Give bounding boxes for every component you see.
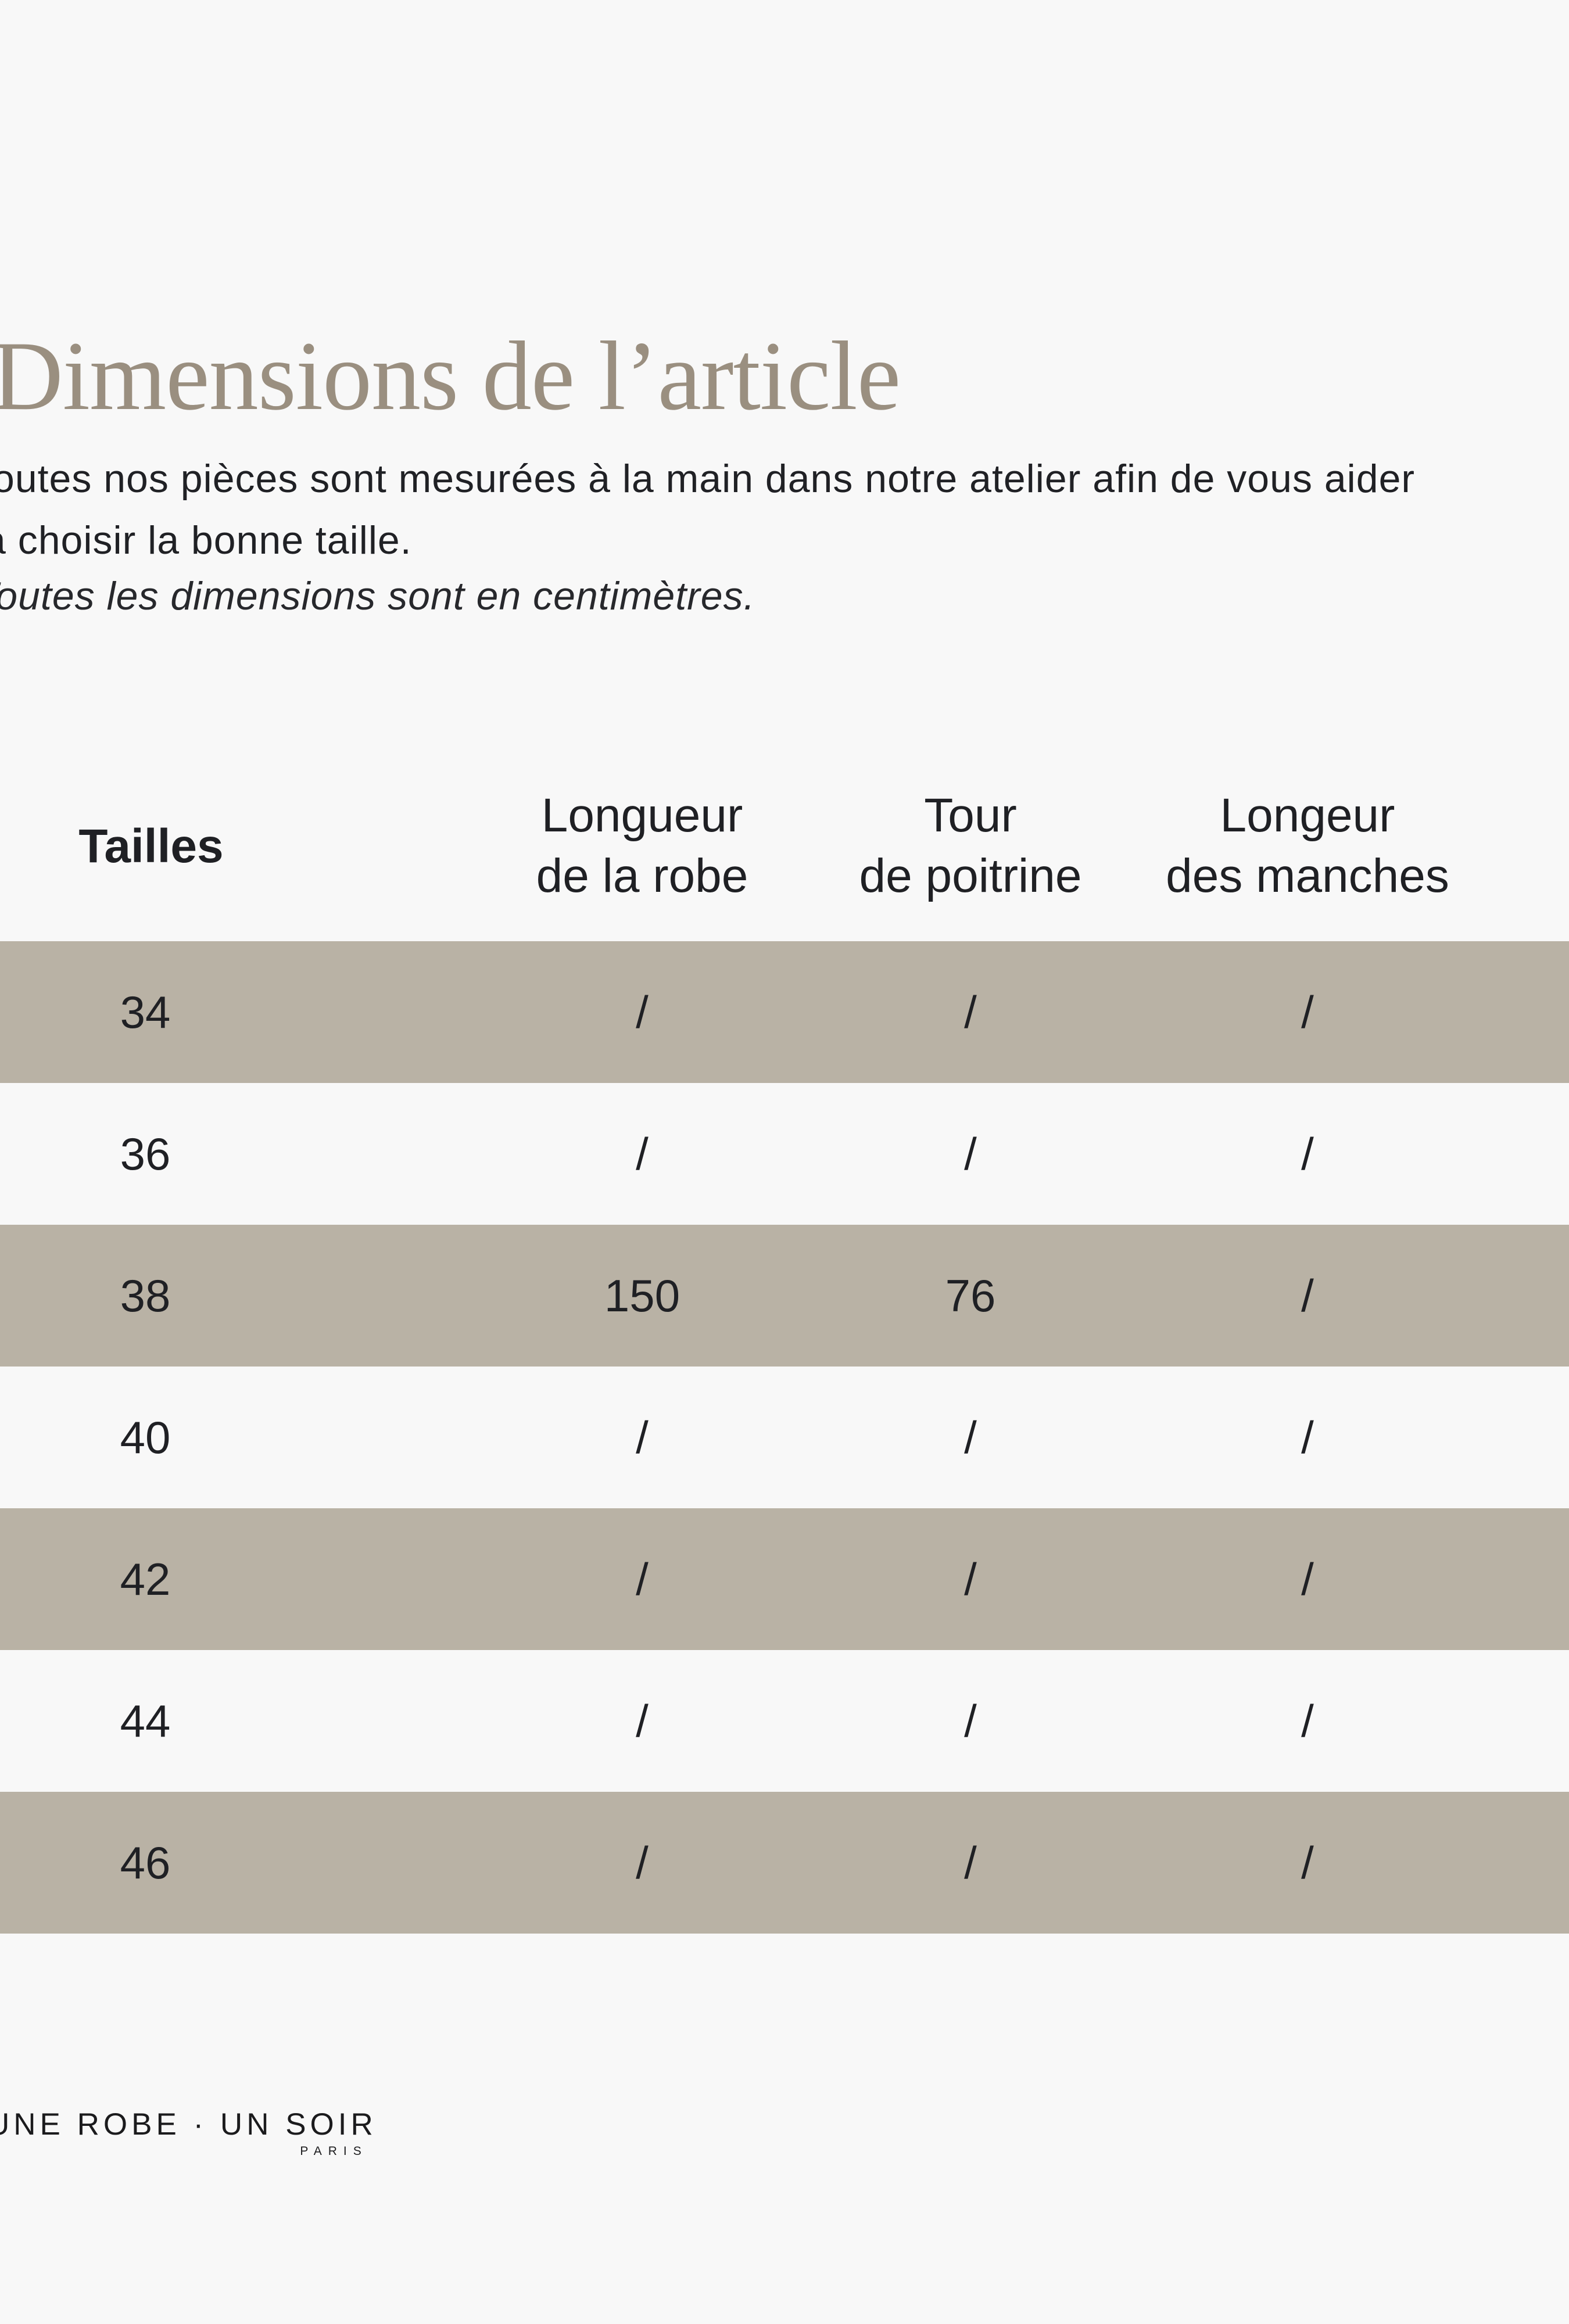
bust-value: /	[964, 1553, 977, 1605]
sleeve-length-value: /	[1301, 1553, 1314, 1605]
brand-logo-wordmark: UNE ROBE · UN SOIR	[0, 2107, 377, 2142]
column-header-bust: Tour de poitrine	[859, 786, 1082, 906]
intro-text-line-2: à choisir la bonne taille.	[0, 518, 412, 562]
table-row-38: 38 150 76 /	[0, 1225, 1569, 1367]
column-header-line: des manches	[1166, 849, 1449, 902]
size-label: 40	[120, 1411, 171, 1463]
dress-length-value: /	[636, 1837, 649, 1888]
sleeve-length-value: /	[1301, 1695, 1314, 1746]
dress-length-value: /	[636, 1553, 649, 1605]
size-label: 46	[120, 1837, 171, 1888]
sleeve-length-value: /	[1301, 1269, 1314, 1321]
table-row-42: 42 / / /	[0, 1508, 1569, 1650]
dress-length-value: /	[636, 1411, 649, 1463]
column-header-line: Longueur	[541, 789, 743, 842]
table-row-46: 46 / / /	[0, 1792, 1569, 1934]
dress-length-value: /	[636, 1695, 649, 1746]
column-header-line: de la robe	[536, 849, 748, 902]
bust-value: 76	[945, 1269, 996, 1321]
dress-length-value: /	[636, 986, 649, 1038]
sleeve-length-value: /	[1301, 1411, 1314, 1463]
size-label: 42	[120, 1553, 171, 1605]
table-row-40: 40 / / /	[0, 1367, 1569, 1508]
table-row-36: 36 / / /	[0, 1083, 1569, 1225]
intro-text-line-1: Toutes nos pièces sont mesurées à la mai…	[0, 457, 1416, 501]
brand-logo: UNE ROBE · UN SOIR PARIS	[0, 2109, 377, 2157]
bust-value: /	[964, 1837, 977, 1888]
size-label: 38	[120, 1269, 171, 1321]
bust-value: /	[964, 1128, 977, 1179]
page-title: Dimensions de l’article	[0, 321, 901, 431]
sleeve-length-value: /	[1301, 1837, 1314, 1888]
brand-logo-city: PARIS	[300, 2144, 368, 2158]
column-header-line: Longeur	[1220, 789, 1395, 842]
dress-length-value: 150	[604, 1269, 680, 1321]
size-label: 44	[120, 1695, 171, 1746]
column-header-sizes: Tailles	[78, 820, 224, 873]
size-label: 34	[120, 986, 171, 1038]
sleeve-length-value: /	[1301, 986, 1314, 1038]
dress-length-value: /	[636, 1128, 649, 1179]
column-header-line: Tour	[924, 789, 1017, 842]
sleeve-length-value: /	[1301, 1128, 1314, 1179]
column-header-dress-length: Longueur de la robe	[536, 786, 748, 906]
bust-value: /	[964, 1411, 977, 1463]
size-label: 36	[120, 1128, 171, 1179]
table-row-44: 44 / / /	[0, 1650, 1569, 1792]
units-note: Toutes les dimensions sont en centimètre…	[0, 574, 755, 618]
table-row-34: 34 / / /	[0, 941, 1569, 1083]
bust-value: /	[964, 986, 977, 1038]
column-header-sleeve-length: Longeur des manches	[1166, 786, 1449, 906]
bust-value: /	[964, 1695, 977, 1746]
size-table: 34 / / / 36 / / / 38 150 76 / 40 / / / 4…	[0, 941, 1569, 1934]
column-header-line: de poitrine	[859, 849, 1082, 902]
